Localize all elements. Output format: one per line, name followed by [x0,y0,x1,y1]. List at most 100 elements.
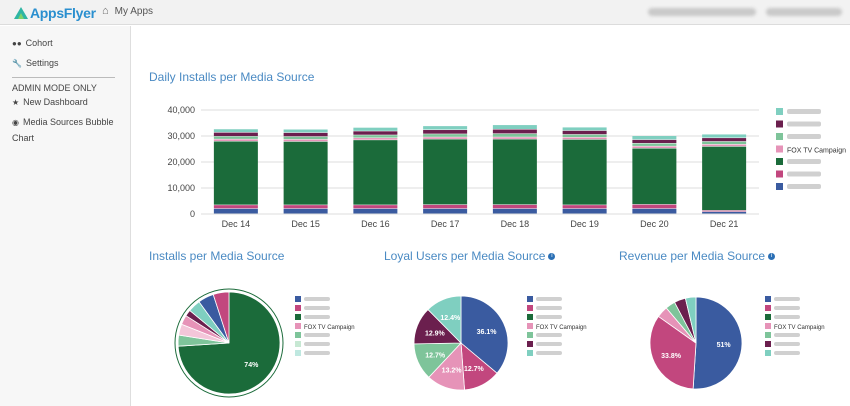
sidebar: ●● Cohort 🔧 Settings ADMIN MODE ONLY ★ N… [0,26,131,406]
legend-swatch [295,296,301,302]
x-tick-label: Dec 21 [710,219,739,229]
pie-data-label: 13.2% [442,368,463,375]
pie-data-label: 12.7% [425,352,446,359]
legend-swatch [295,305,301,311]
y-tick-label: 40,000 [167,105,195,115]
wrench-icon: 🔧 [12,58,22,68]
pie-data-label: 12.4% [440,315,461,322]
info-icon[interactable]: i [768,253,776,261]
dashboard-main: Daily Installs per Media Source Installs… [131,26,850,406]
pie-data-label: 12.9% [425,330,446,337]
pie-data-label: 33.8% [661,353,682,360]
my-apps-label: My Apps [114,5,154,17]
account-email-redacted [648,8,756,16]
bar-segment [353,138,398,140]
legend-swatch [527,305,533,311]
legend-label-redacted [304,297,330,301]
bar-segment [423,130,468,134]
legend-label-redacted [787,159,821,164]
legend-swatch [765,296,771,302]
pie-data-label: 36.1% [477,329,498,336]
bar-segment [353,135,398,138]
legend-label-redacted [536,315,562,319]
legend-label-redacted [536,342,562,346]
sidebar-item-chart[interactable]: Chart [12,133,34,143]
legend-label-redacted [774,351,800,355]
bar-segment [492,129,537,134]
legend-swatch [527,296,533,302]
sidebar-item-new-dashboard[interactable]: ★ New Dashboard [12,97,88,107]
sidebar-item-settings[interactable]: 🔧 Settings [12,58,59,68]
bar-segment [562,127,607,131]
y-tick-label: 20,000 [167,157,195,167]
legend-label-redacted [774,315,800,319]
legend-label-redacted [774,333,800,337]
bar-segment [702,138,747,142]
pie-outline [174,288,284,398]
sidebar-item-media-sources-bubble[interactable]: ◉ Media Sources Bubble [12,117,114,127]
legend-label-redacted [787,134,821,139]
legend-swatch [776,133,783,140]
legend-swatch [527,323,533,329]
bar-segment [213,141,258,205]
bar-segment [213,205,258,209]
legend-swatch [295,332,301,338]
sidebar-item-label: Media Sources Bubble [22,117,114,127]
circle-dot-icon: ◉ [12,117,19,127]
legend-label: FOX TV Campaign [304,325,355,331]
pie-slice [212,291,230,344]
star-icon: ★ [12,97,20,107]
bar-segment [702,211,747,214]
bar-segment [702,210,747,212]
legend-swatch [765,305,771,311]
bar-segment [702,141,747,145]
my-apps-link[interactable]: ⌂ My Apps [102,5,153,17]
account-menu-redacted[interactable] [766,8,842,16]
legend-swatch [776,183,783,190]
bar-segment [283,132,328,137]
x-tick-label: Dec 15 [291,219,320,229]
bar-segment [283,129,328,133]
bar-segment [702,134,747,138]
legend-label-redacted [787,171,821,177]
appsflyer-logo[interactable]: AppsFlyer [12,3,96,22]
legend-swatch [765,341,771,347]
bar-segment [492,133,537,137]
legend-label-redacted [536,333,562,337]
bar-segment [283,136,328,140]
bar-segment [562,137,607,140]
revenue-pie-title: Revenue per Media Source i [619,249,776,263]
pie-slice [460,295,509,374]
bar-segment [632,136,677,140]
sidebar-item-cohort[interactable]: ●● Cohort [12,38,53,48]
legend-label-redacted [536,351,562,355]
x-tick-label: Dec 16 [361,219,390,229]
appsflyer-logo-icon [14,6,28,19]
legend-swatch [776,158,783,165]
legend-label-redacted [787,121,821,127]
bar-segment [283,141,328,205]
loyal-users-pie-title: Loyal Users per Media Source i [384,249,556,263]
sidebar-item-label: Settings [25,58,59,68]
legend-swatch [765,332,771,338]
legend-label: FOX TV Campaign [536,325,587,331]
legend-label-redacted [304,306,330,310]
bar-segment [492,137,537,139]
bar-segment [702,146,747,211]
bar-segment [492,208,537,214]
bar-segment [562,139,607,205]
legend-label-redacted [304,342,330,346]
bar-segment [492,204,537,209]
x-tick-label: Dec 18 [501,219,530,229]
bar-segment [283,139,328,142]
bar-segment [423,139,468,205]
info-icon[interactable]: i [548,253,556,261]
bar-segment [213,139,258,141]
bar-segment [213,208,258,214]
y-tick-label: 30,000 [167,131,195,141]
daily-installs-title: Daily Installs per Media Source [149,70,315,84]
legend-swatch [765,350,771,356]
bar-segment [353,131,398,135]
legend-swatch [776,145,783,153]
legend-swatch [295,323,301,329]
